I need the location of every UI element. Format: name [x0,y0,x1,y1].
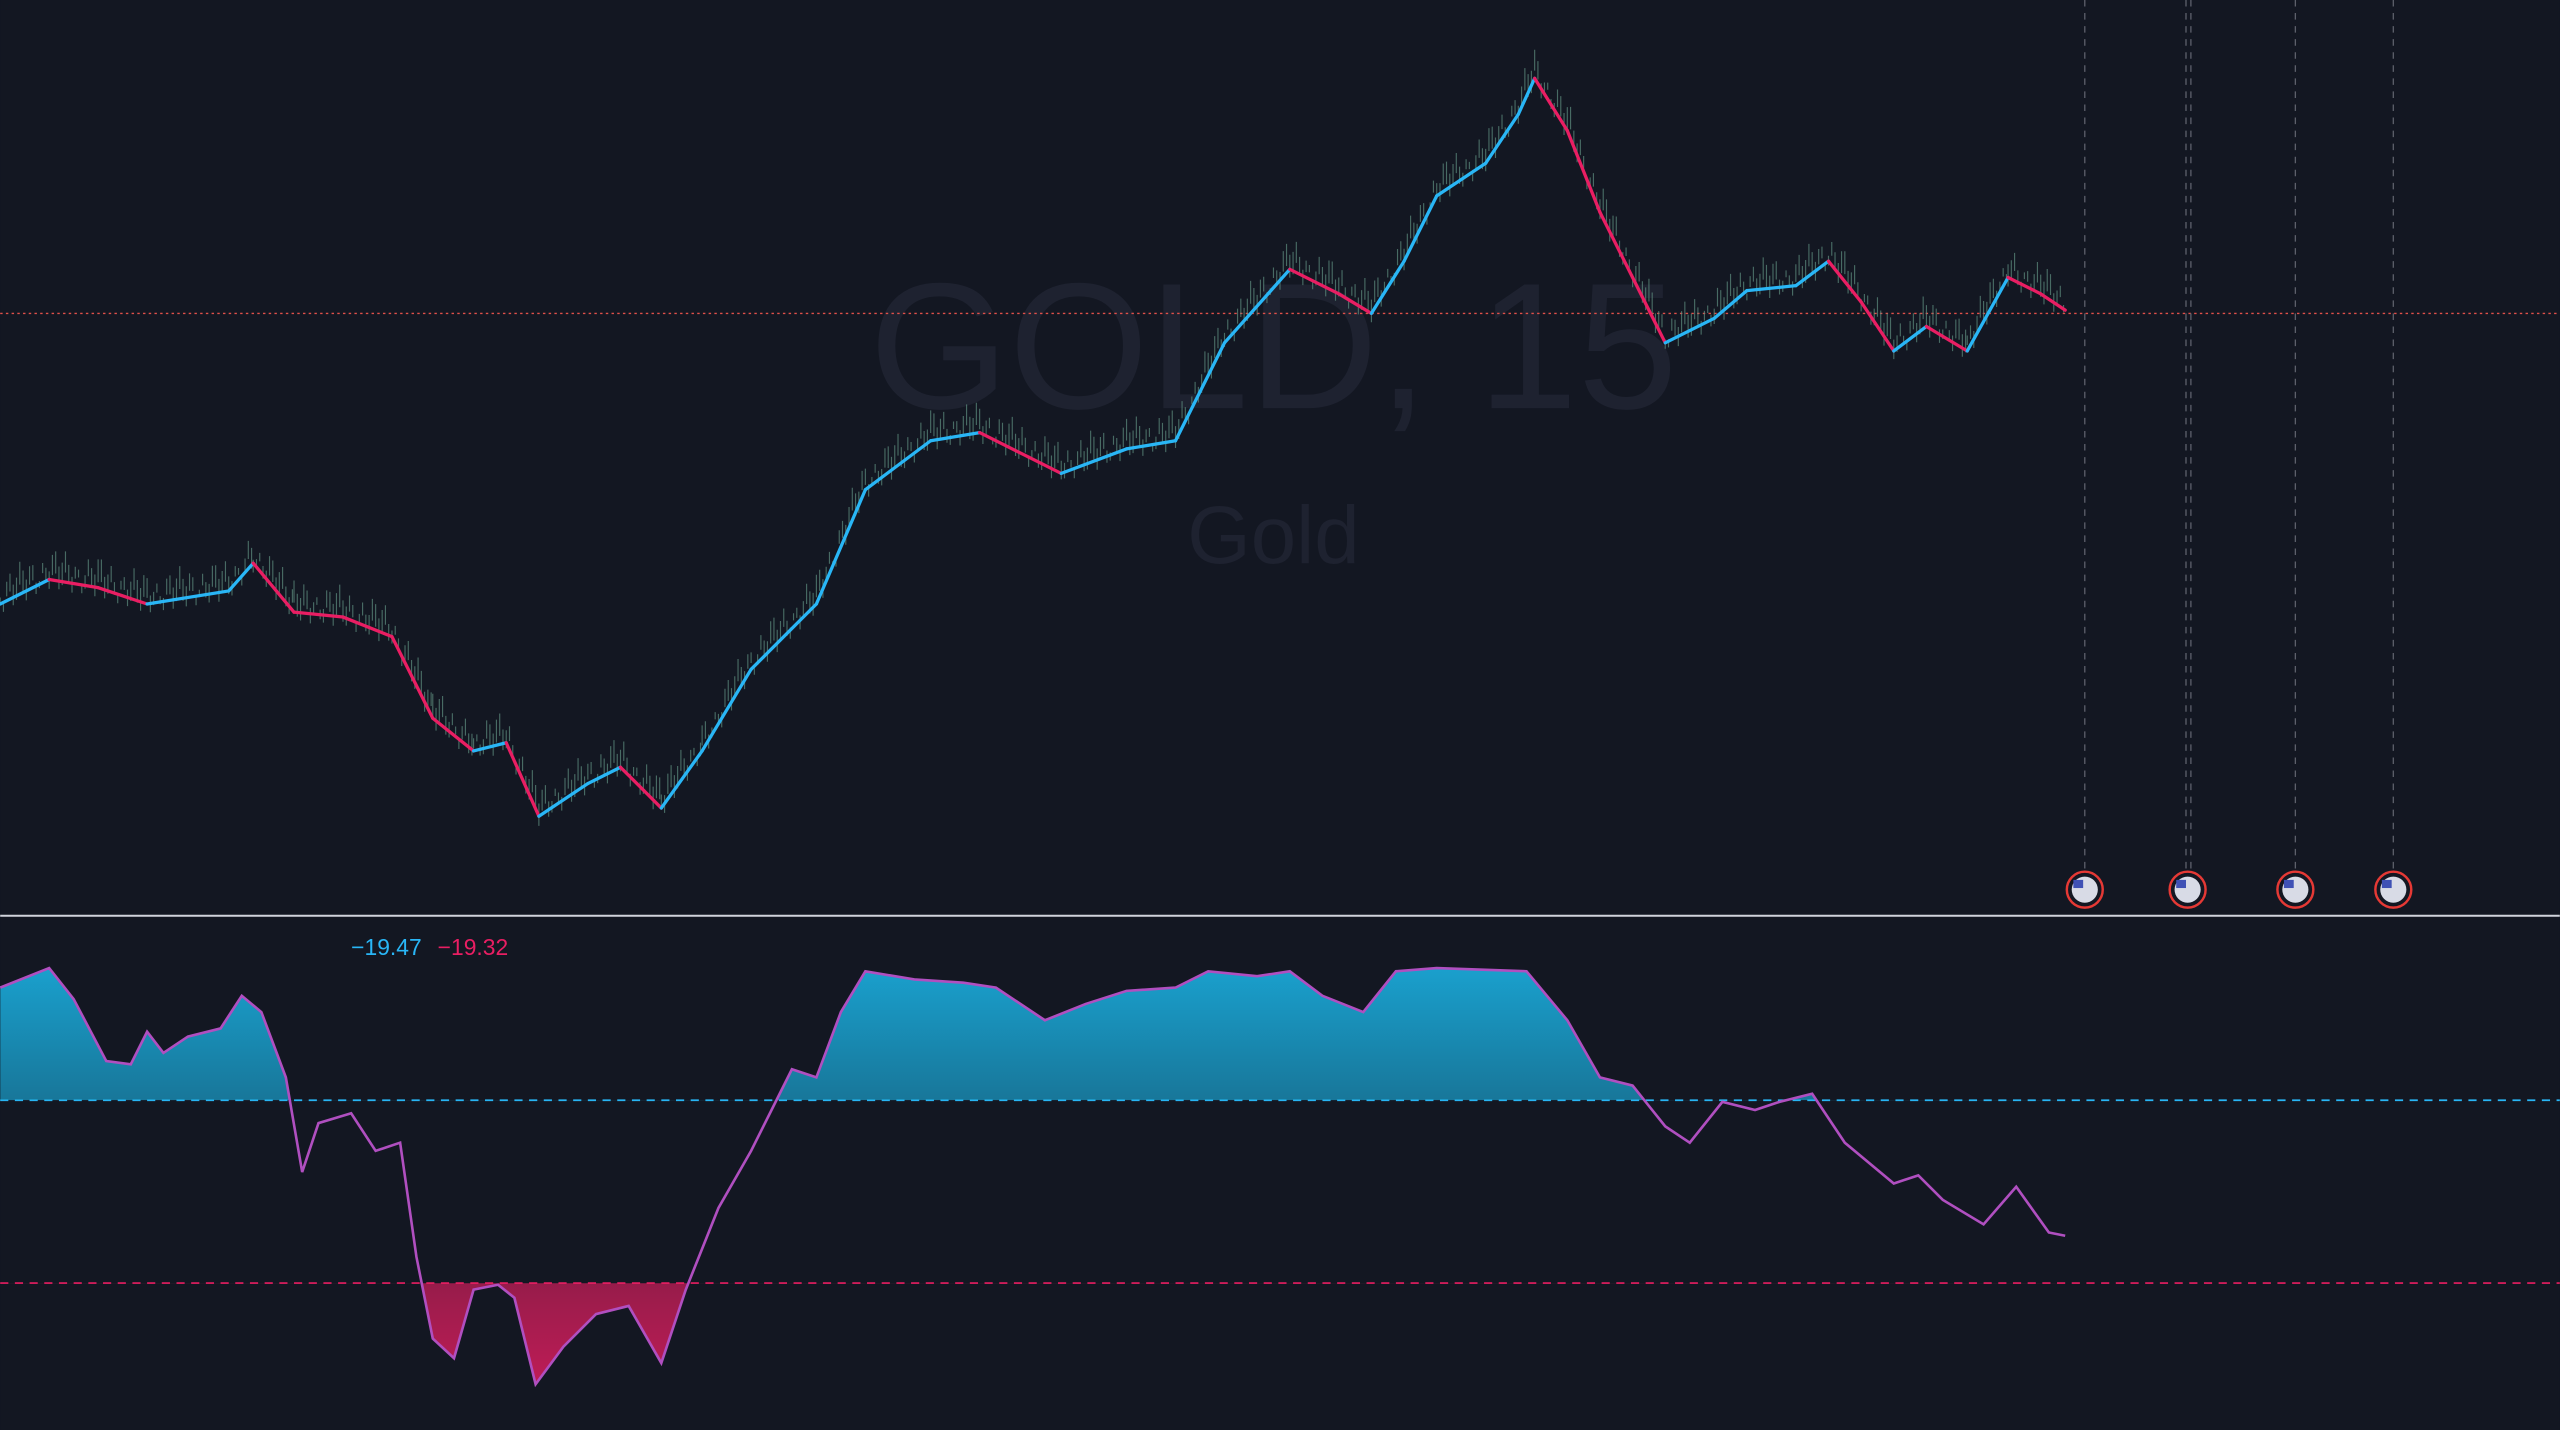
moving-average [1712,288,1749,320]
moving-average [1288,267,1341,296]
moving-average [700,667,753,753]
moving-average [504,741,541,818]
moving-average [1630,275,1667,345]
moving-average [1337,292,1374,316]
moving-average [1402,194,1439,263]
moving-average [659,749,704,810]
moving-average [1369,259,1406,316]
moving-average [863,439,933,492]
event-flag-canton [2381,879,2392,889]
event-flag-canton [2176,879,2186,889]
moving-average [1026,455,1063,476]
moving-average [978,430,1031,459]
moving-average [929,430,982,443]
moving-average [341,615,394,639]
moving-average [1745,284,1798,293]
watermark-description: Gold [1187,490,1359,581]
moving-average [1484,112,1520,165]
moving-average [1826,259,1863,304]
moving-average [2039,292,2067,312]
moving-average [1965,275,2010,353]
moving-average [1859,300,1896,353]
moving-average [1533,76,1569,133]
moving-average [0,577,51,606]
event-lines [2084,0,2394,871]
moving-average [814,488,867,606]
moving-average [1173,341,1227,443]
moving-average [749,602,819,671]
moving-average [1124,439,1178,451]
indicator-value: −19.32 [438,934,509,960]
moving-average [227,561,255,593]
watermark-symbol: GOLD, 15 [869,246,1677,447]
upper-fill [0,968,2066,1101]
moving-average [471,741,508,753]
price-series [0,49,2413,909]
moving-average [1598,210,1635,280]
moving-average [47,577,100,590]
moving-average [96,586,149,606]
moving-average [1222,267,1292,345]
moving-average [1892,324,1929,353]
moving-average [1516,76,1537,116]
moving-average [586,765,623,786]
moving-average [1565,128,1602,214]
event-flag-canton [2073,879,2084,889]
moving-average [1924,324,1969,353]
moving-average [251,561,296,614]
event-flag-canton [2283,879,2294,889]
moving-average [1435,161,1488,198]
moving-average [431,716,476,753]
moving-average [292,610,345,619]
moving-average [1663,316,1716,345]
moving-average [2006,275,2043,296]
oscillator [0,966,2066,1388]
moving-average [1059,447,1129,476]
oscillator-line [0,966,2066,1388]
moving-average [145,589,231,606]
moving-average [390,635,435,720]
moving-average [618,765,663,810]
moving-average [537,781,590,818]
indicator-value: −19.47 [351,934,422,960]
moving-average [1794,259,1831,288]
